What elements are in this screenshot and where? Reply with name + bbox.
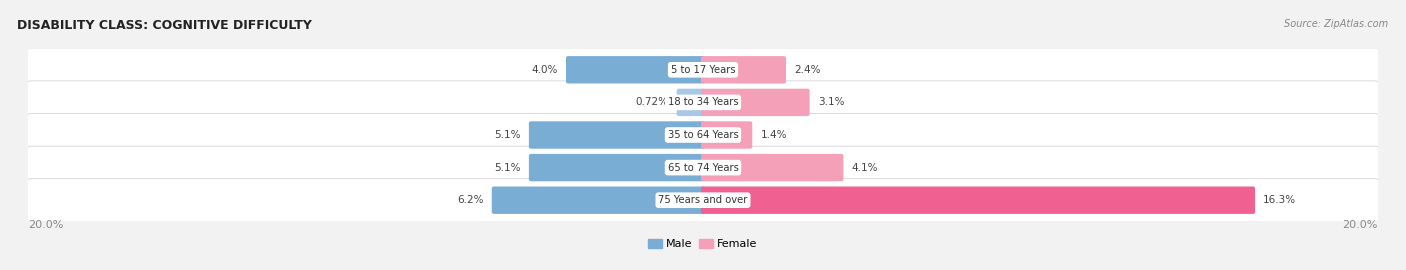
Text: 5.1%: 5.1%: [495, 163, 520, 173]
Text: DISABILITY CLASS: COGNITIVE DIFFICULTY: DISABILITY CLASS: COGNITIVE DIFFICULTY: [17, 19, 312, 32]
FancyBboxPatch shape: [702, 154, 844, 181]
FancyBboxPatch shape: [25, 81, 1381, 124]
FancyBboxPatch shape: [529, 121, 704, 149]
FancyBboxPatch shape: [25, 113, 1381, 157]
FancyBboxPatch shape: [702, 121, 752, 149]
Text: 20.0%: 20.0%: [28, 220, 63, 230]
Text: 4.0%: 4.0%: [531, 65, 558, 75]
Text: 1.4%: 1.4%: [761, 130, 787, 140]
Text: 20.0%: 20.0%: [1343, 220, 1378, 230]
FancyBboxPatch shape: [529, 154, 704, 181]
Text: 75 Years and over: 75 Years and over: [658, 195, 748, 205]
FancyBboxPatch shape: [492, 187, 704, 214]
Legend: Male, Female: Male, Female: [644, 235, 762, 254]
FancyBboxPatch shape: [567, 56, 704, 83]
Text: 5.1%: 5.1%: [495, 130, 520, 140]
FancyBboxPatch shape: [25, 179, 1381, 222]
FancyBboxPatch shape: [702, 89, 810, 116]
Text: 18 to 34 Years: 18 to 34 Years: [668, 97, 738, 107]
FancyBboxPatch shape: [25, 146, 1381, 189]
Text: 6.2%: 6.2%: [457, 195, 484, 205]
FancyBboxPatch shape: [702, 56, 786, 83]
Text: Source: ZipAtlas.com: Source: ZipAtlas.com: [1284, 19, 1388, 29]
FancyBboxPatch shape: [702, 187, 1256, 214]
Text: 16.3%: 16.3%: [1263, 195, 1296, 205]
Text: 5 to 17 Years: 5 to 17 Years: [671, 65, 735, 75]
Text: 0.72%: 0.72%: [636, 97, 669, 107]
Text: 2.4%: 2.4%: [794, 65, 821, 75]
Text: 35 to 64 Years: 35 to 64 Years: [668, 130, 738, 140]
Text: 65 to 74 Years: 65 to 74 Years: [668, 163, 738, 173]
FancyBboxPatch shape: [25, 48, 1381, 91]
FancyBboxPatch shape: [676, 89, 704, 116]
Text: 4.1%: 4.1%: [852, 163, 877, 173]
Text: 3.1%: 3.1%: [818, 97, 844, 107]
